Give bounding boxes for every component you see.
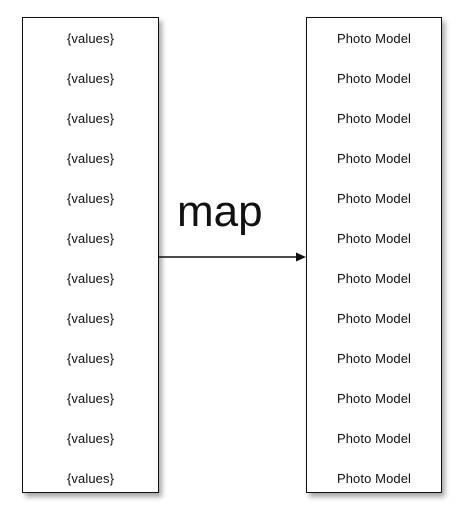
photo-model-item: Photo Model: [336, 230, 412, 246]
photo-model-item: Photo Model: [336, 270, 412, 286]
values-item: {values}: [66, 230, 115, 246]
values-item: {values}: [66, 150, 115, 166]
values-item: {values}: [66, 350, 115, 366]
values-array-box: {values} {values} {values} {values} {val…: [22, 17, 159, 493]
values-item: {values}: [66, 430, 115, 446]
values-item: {values}: [66, 470, 115, 486]
values-item: {values}: [66, 390, 115, 406]
photo-model-item: Photo Model: [336, 310, 412, 326]
values-item: {values}: [66, 310, 115, 326]
map-arrow: [159, 252, 306, 262]
photo-model-item: Photo Model: [336, 110, 412, 126]
photo-model-array-box: Photo Model Photo Model Photo Model Phot…: [306, 17, 442, 493]
values-list: {values} {values} {values} {values} {val…: [23, 18, 158, 498]
values-item: {values}: [66, 70, 115, 86]
arrow-head: [296, 252, 306, 262]
photo-model-item: Photo Model: [336, 30, 412, 46]
values-item: {values}: [66, 270, 115, 286]
photo-model-list: Photo Model Photo Model Photo Model Phot…: [307, 18, 441, 498]
photo-model-item: Photo Model: [336, 470, 412, 486]
values-item: {values}: [66, 30, 115, 46]
photo-model-item: Photo Model: [336, 190, 412, 206]
photo-model-item: Photo Model: [336, 70, 412, 86]
photo-model-item: Photo Model: [336, 350, 412, 366]
map-label: map: [177, 187, 263, 236]
photo-model-item: Photo Model: [336, 390, 412, 406]
values-item: {values}: [66, 190, 115, 206]
photo-model-item: Photo Model: [336, 430, 412, 446]
photo-model-item: Photo Model: [336, 150, 412, 166]
values-item: {values}: [66, 110, 115, 126]
